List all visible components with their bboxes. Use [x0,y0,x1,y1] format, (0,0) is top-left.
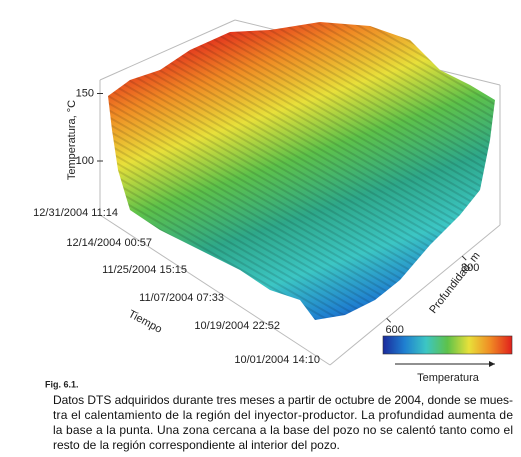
colorbar [382,335,513,355]
x-tick-label: 10/01/2004 14:10 [234,354,320,366]
y-axis-label: Profundidad, m [427,250,482,316]
y-tick-label: 600 [385,324,403,336]
z-axis-label: Temperatura, °C [66,100,78,180]
z-tick-label: 150 [76,87,94,99]
caption-line: tra el calentamiento de la región del in… [53,408,513,422]
z-tick-label: 100 [76,155,94,167]
x-axis-label: Tiempo [126,308,164,336]
x-tick-label: 11/25/2004 15:15 [102,264,187,276]
caption-label: Fig. 6.1. [45,379,79,389]
x-tick-label: 12/31/2004 11:14 [33,207,118,219]
colorbar-label: Temperatura [417,372,480,384]
y-tick [461,255,467,261]
x-tick-label: 12/14/2004 00:57 [66,237,152,249]
x-tick-label: 11/07/2004 07:33 [139,292,224,304]
x-tick-label: 10/19/2004 22:52 [194,320,280,332]
caption-line: la base a la punta. Una zona cercana a l… [53,423,513,437]
y-tick-label: 800 [461,262,479,274]
caption-line: Datos DTS adquiridos durante tres meses … [53,393,513,407]
y-tick [386,317,392,323]
caption-line: resto de la región correspondiente al in… [53,438,340,452]
surface-texture [108,22,495,320]
